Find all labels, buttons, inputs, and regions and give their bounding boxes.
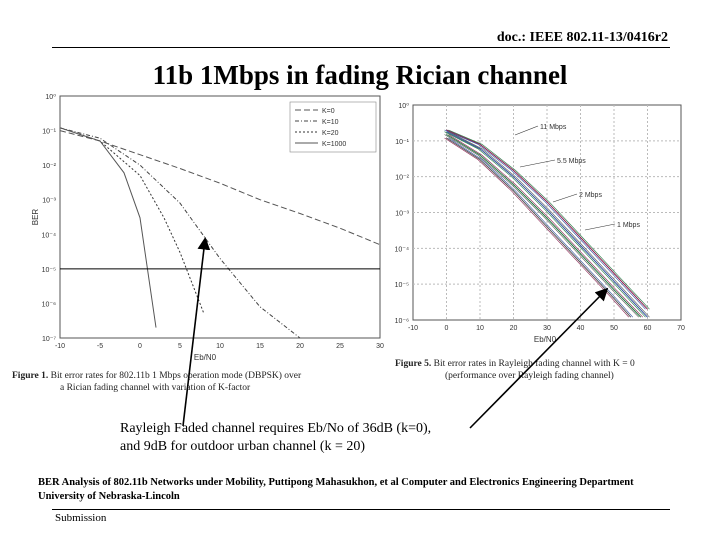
series-line-1-variant [444,129,646,310]
x-tick-label: 30 [543,325,551,332]
y-tick-label: 10⁻⁷ [42,336,56,343]
document-id: doc.: IEEE 802.11-13/0416r2 [496,30,668,45]
y-axis-label: BER [31,209,40,226]
x-tick-label: 10 [216,343,224,350]
legend-box [289,101,377,153]
x-tick-label: 20 [510,325,518,332]
annotation-leader [584,223,616,231]
series-line-1-variant [448,129,650,310]
legend-entry: K=0 [322,108,335,115]
annotation-leader [519,159,556,168]
series-line-2-variant [444,131,646,318]
requirement-note: Rayleigh Faded channel requires Eb/No of… [120,420,431,456]
x-axis-label: Eb/N0 [534,335,557,344]
x-tick-label: 25 [336,343,344,350]
figure1-caption: Figure 1. Bit error rates for 802.11b 1 … [12,370,392,394]
x-tick-label: 10 [476,325,484,332]
series-line-4 [59,127,157,328]
x-tick-label: 70 [677,325,685,332]
y-tick-label: 10⁻⁴ [42,232,57,239]
legend-entry: K=10 [322,119,339,126]
x-tick-label: -5 [97,343,103,350]
y-tick-label: 10⁻⁶ [395,318,409,325]
note-line-2: and 9dB for outdoor urban channel (k = 2… [120,439,366,454]
series-line-2 [446,131,648,318]
series-line-4-variant [444,137,630,318]
y-tick-label: 10⁻⁴ [395,246,410,253]
y-tick-label: 10⁻⁵ [395,282,409,289]
reference-line-2: University of Nebraska-Lincoln [38,491,180,502]
y-tick-label: 10⁻³ [42,198,56,205]
legend-entry: K=20 [322,130,339,137]
x-tick-label: 20 [296,343,304,350]
figure5-number: Figure 5. [395,359,432,369]
series-line-3 [59,127,205,314]
header-rule [52,47,670,48]
chart-legend: K=0 K=10 K=20 K=1000 [289,101,377,153]
reference-citation: BER Analysis of 802.11b Networks under M… [38,476,720,504]
y-tick-label: 10⁻² [42,163,56,170]
x-tick-label: -10 [408,325,418,332]
footer-label: Submission [55,512,107,524]
series-line-1 [446,129,648,310]
annotation-leader [552,193,578,203]
series-line-3-variant [448,134,644,318]
x-tick-label: 50 [610,325,618,332]
x-tick-label: 60 [644,325,652,332]
legend-entry: K=1000 [322,141,346,148]
x-tick-label: 0 [445,325,449,332]
y-tick-label: 10⁰ [45,93,56,101]
footer-rule [52,509,670,510]
x-tick-label: 30 [376,343,384,350]
y-tick-label: 10⁻⁵ [42,267,56,274]
note-line-1: Rayleigh Faded channel requires Eb/No of… [120,421,432,436]
annotation-leader [514,125,539,136]
x-tick-label: 5 [178,343,182,350]
series-line-3-variant [444,134,640,318]
figure5-caption-b: (performance over Rayleigh fading channe… [445,371,614,381]
x-tick-label: -10 [55,343,65,350]
series-line-4 [446,137,632,318]
ber-chart-k-factor: 10⁰ 10⁻¹ 10⁻² 10⁻³ 10⁻⁴ 10⁻⁵ 10⁻⁶ 10⁻⁷-10 -5 0 5 10… [31,93,384,362]
x-tick-label: 0 [138,343,142,350]
slide-title: 11b 1Mbps in fading Rician channel [152,60,568,90]
annotation-label: 1 Mbps [617,222,640,229]
x-tick-label: 15 [256,343,264,350]
series-line-3 [446,134,642,318]
figure1-caption-b: a Rician fading channel with variation o… [60,383,251,393]
series-line-2-variant [448,131,650,318]
series-line-1 [59,130,381,246]
figure1-caption-a: Bit error rates for 802.11b 1 Mbps opera… [50,371,302,381]
reference-line-1: BER Analysis of 802.11b Networks under M… [38,477,634,488]
x-tick-label: 40 [577,325,585,332]
series-line-2 [59,127,301,339]
y-tick-label: 10⁻³ [395,211,409,218]
y-tick-label: 10⁰ [398,102,409,110]
arrow-to-fig2 [469,287,609,429]
arrow-to-fig1 [182,236,211,427]
series-line-4-variant [448,137,634,318]
y-tick-label: 10⁻⁶ [42,301,56,308]
ber-chart-rayleigh: 10⁰ 10⁻¹ 10⁻² 10⁻³ 10⁻⁴ 10⁻⁵ 10⁻⁶-10 0 10 20 30 40 5… [395,102,685,344]
figure1-number: Figure 1. [12,371,49,381]
y-tick-label: 10⁻² [395,175,409,182]
annotation-label: 5.5 Mbps [557,158,586,165]
annotation-label: 2 Mbps [579,192,602,199]
y-tick-label: 10⁻¹ [42,129,56,136]
y-tick-label: 10⁻¹ [395,139,409,146]
x-axis-label: Eb/N0 [194,353,217,362]
annotation-label: 11 Mbps [540,124,567,131]
